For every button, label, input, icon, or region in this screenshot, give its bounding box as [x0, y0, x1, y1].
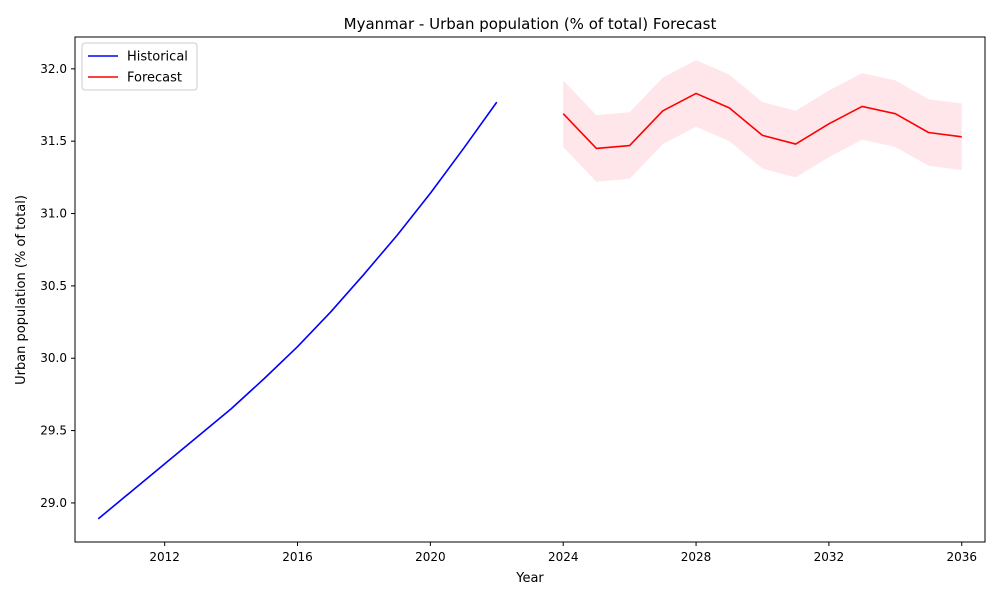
y-tick-label: 32.0: [40, 62, 67, 76]
series-lines: [97, 92, 962, 520]
legend-label-forecast: Forecast: [127, 71, 182, 86]
y-axis-ticks: 29.0 29.5 30.0 30.5 31.0 31.5 32.0: [40, 62, 75, 510]
legend-label-historical: Historical: [127, 50, 188, 65]
x-tick-label: 2016: [282, 550, 313, 564]
forecast-confidence-band: [563, 60, 962, 182]
historical-line: [97, 101, 498, 520]
x-tick-label: 2020: [415, 550, 446, 564]
y-tick-label: 30.5: [40, 279, 67, 293]
x-axis-label: Year: [515, 571, 544, 586]
y-tick-label: 31.5: [40, 134, 67, 148]
y-axis-label: Urban population (% of total): [14, 195, 29, 385]
y-tick-label: 29.5: [40, 424, 67, 438]
x-tick-label: 2028: [681, 550, 712, 564]
forecast-line: [562, 92, 962, 150]
confidence-bands: [563, 60, 962, 182]
x-tick-label: 2036: [946, 550, 977, 564]
x-tick-label: 2012: [149, 550, 180, 564]
y-tick-label: 30.0: [40, 351, 67, 365]
legend-box: [81, 42, 198, 91]
chart-title: Myanmar - Urban population (% of total) …: [344, 15, 717, 33]
y-tick-label: 29.0: [40, 496, 67, 510]
x-axis-ticks: 2012 2016 2020 2024 2028 2032 2036: [149, 542, 977, 564]
plot-area-frame: [74, 36, 986, 543]
x-tick-label: 2032: [814, 550, 845, 564]
legend: Historical Forecast: [81, 42, 198, 91]
y-tick-label: 31.0: [40, 207, 67, 221]
x-tick-label: 2024: [548, 550, 579, 564]
